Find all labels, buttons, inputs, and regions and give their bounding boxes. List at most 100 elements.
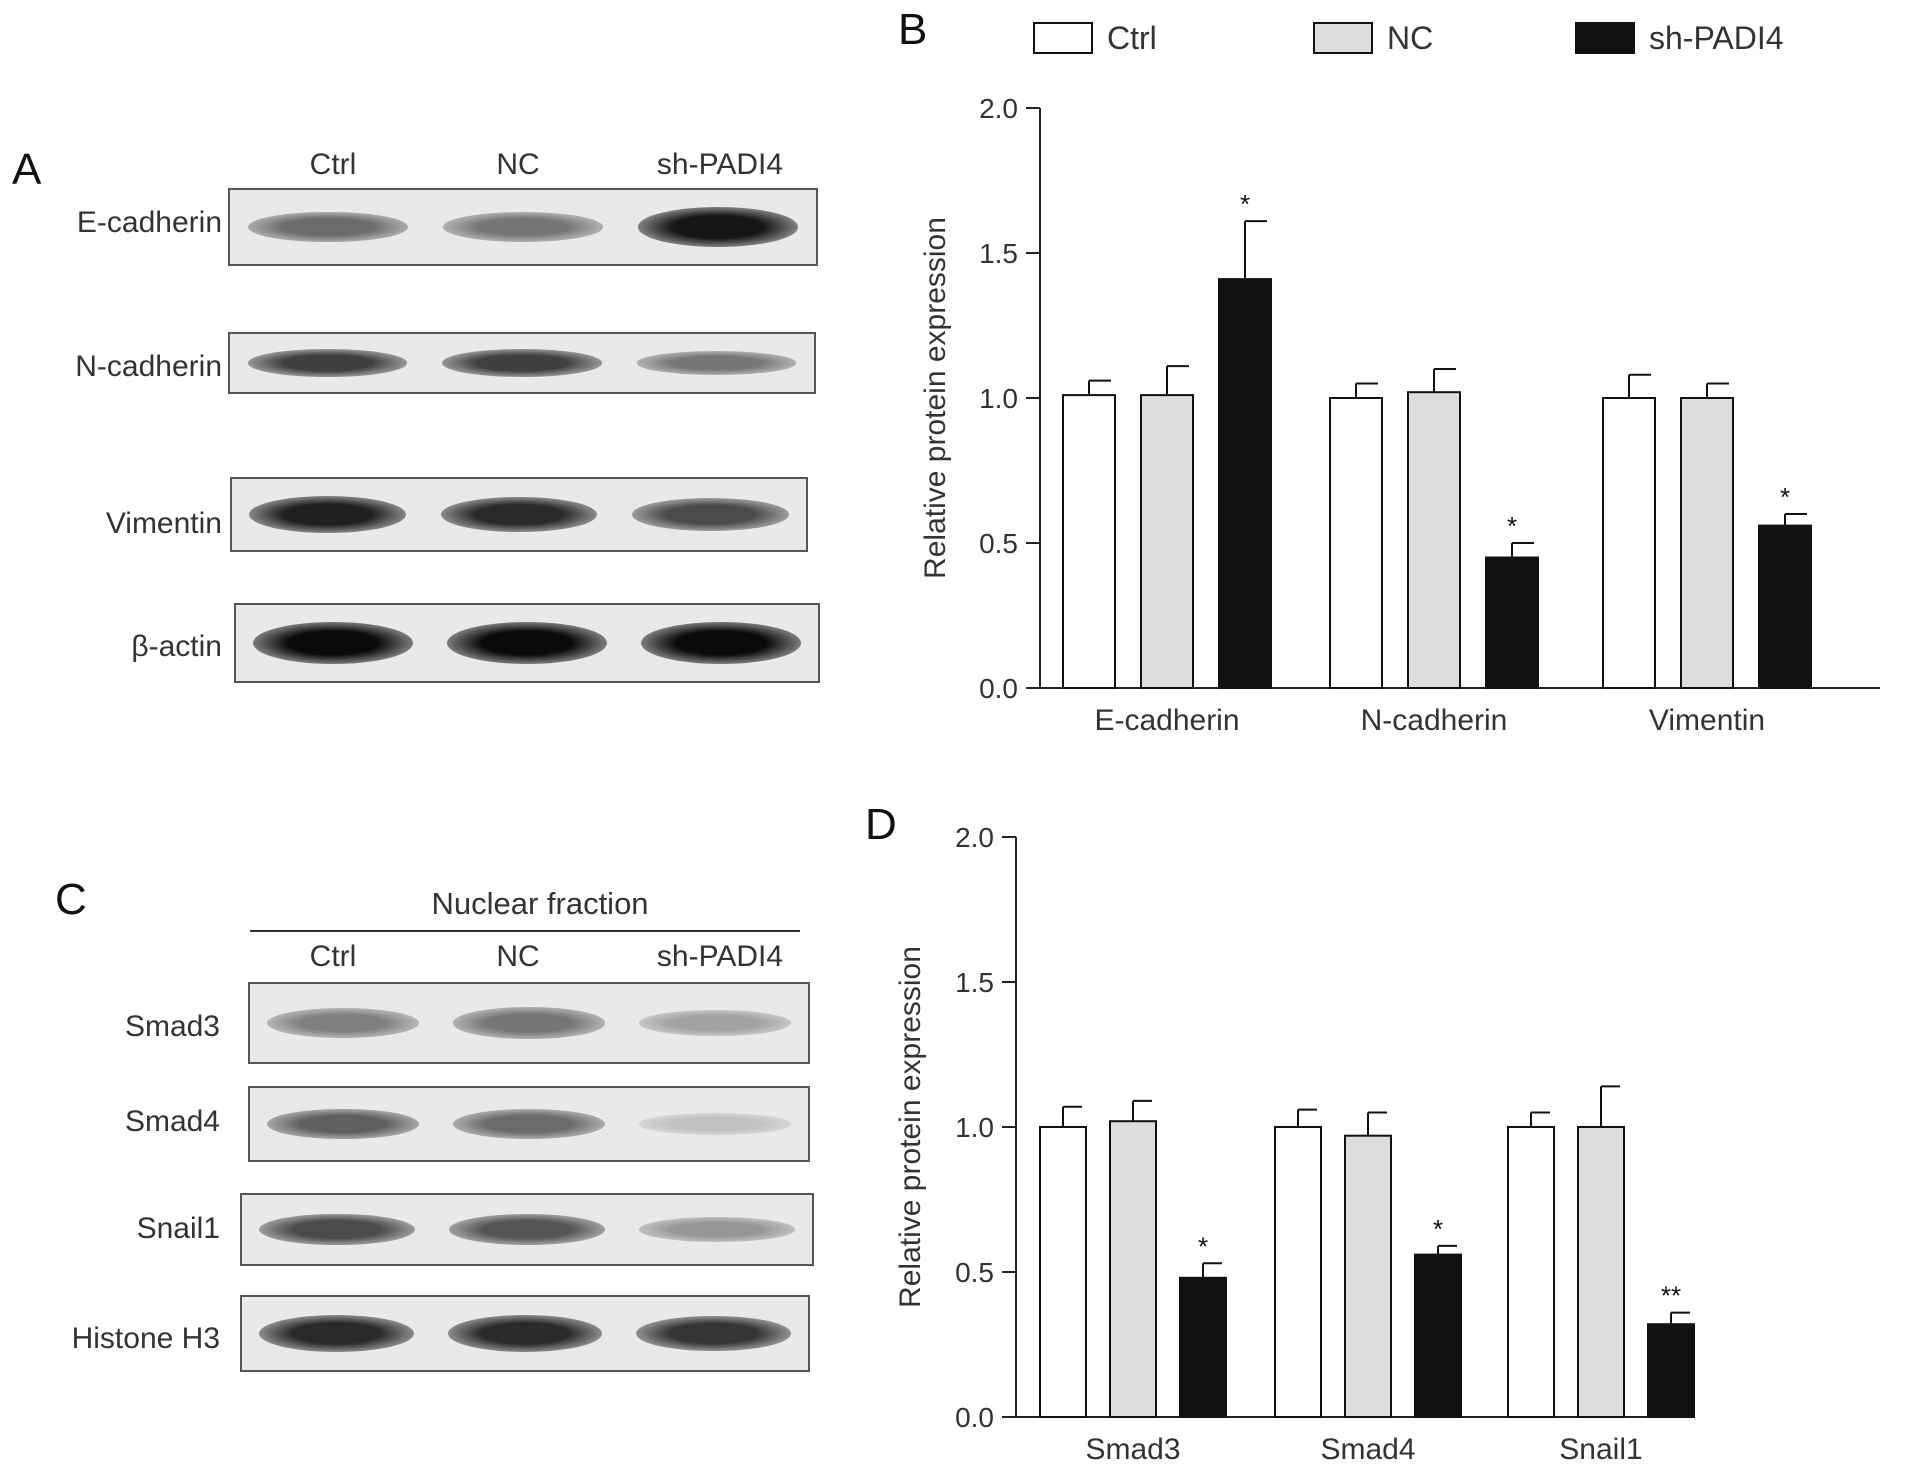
legend-item-ctrl: Ctrl — [1033, 20, 1157, 56]
y-tick-label: 0.0 — [979, 673, 1018, 704]
blot-strip-smad3 — [248, 982, 810, 1064]
bar — [1414, 1253, 1462, 1418]
blot-band — [452, 1007, 606, 1039]
significance-label: * — [1507, 511, 1517, 541]
legend-swatch-sh-padi4 — [1575, 22, 1635, 54]
bar — [1507, 1126, 1555, 1418]
blot-label-vimentin: Vimentin — [105, 507, 222, 540]
y-tick-label: 1.0 — [955, 1112, 994, 1143]
blot-band — [447, 622, 607, 664]
significance-label: * — [1240, 189, 1250, 219]
bar — [1485, 556, 1539, 689]
significance-label: * — [1433, 1214, 1443, 1244]
bar — [1758, 524, 1812, 689]
blot-strip-vimentin — [230, 477, 808, 552]
bar — [1140, 394, 1194, 689]
blot-band — [247, 349, 408, 377]
y-tick-label: 0.5 — [955, 1257, 994, 1288]
y-axis-title: Relative protein expression — [894, 946, 927, 1308]
x-tick-label: E-cadherin — [1094, 704, 1239, 737]
legend-swatch-nc — [1313, 22, 1373, 54]
legend-item-nc: NC — [1313, 20, 1433, 56]
blot-band — [266, 1108, 420, 1140]
panel-letter-d: D — [865, 800, 897, 849]
bar — [1680, 397, 1734, 689]
y-tick-label: 2.0 — [979, 93, 1018, 124]
blot-band — [638, 1113, 792, 1135]
significance-label: ** — [1661, 1281, 1681, 1311]
blot-band — [440, 496, 598, 533]
blot-band — [636, 351, 797, 375]
legend-item-sh-padi4: sh-PADI4 — [1575, 20, 1784, 56]
blot-band — [638, 207, 799, 247]
blot-band — [442, 212, 604, 242]
blot-band — [247, 211, 408, 243]
blot-strip-beta-actin — [234, 603, 820, 683]
blot-label-histone-h3: Histone H3 — [71, 1322, 220, 1355]
nuclear-fraction-header: Nuclear fraction — [431, 886, 649, 921]
blot-strip-n-cadherin — [228, 332, 816, 394]
blot-strip-smad4 — [248, 1086, 810, 1162]
blot-band — [259, 1213, 415, 1246]
panel-letter-c: C — [55, 875, 87, 924]
blot-band — [253, 622, 413, 664]
blot-strip-e-cadherin — [228, 188, 818, 266]
legend-label-sh-padi4: sh-PADI4 — [1649, 19, 1784, 56]
y-tick-label: 0.0 — [955, 1402, 994, 1433]
bar — [1344, 1134, 1392, 1418]
lane-label-sh-padi4: sh-PADI4 — [656, 148, 784, 181]
bar — [1062, 394, 1116, 689]
legend-label-ctrl: Ctrl — [1107, 19, 1157, 56]
y-tick-label: 1.5 — [955, 967, 994, 998]
blot-label-smad3: Smad3 — [124, 1010, 220, 1043]
bar — [1407, 391, 1461, 689]
blot-band — [639, 1217, 795, 1242]
x-tick-label: Snail1 — [1559, 1433, 1642, 1466]
legend-swatch-ctrl — [1033, 22, 1093, 54]
blot-band — [249, 496, 407, 533]
bar — [1329, 397, 1383, 689]
x-tick-label: Smad4 — [1320, 1433, 1415, 1466]
significance-label: * — [1198, 1231, 1208, 1261]
bar — [1179, 1276, 1227, 1418]
blot-label-beta-actin: β-actin — [131, 630, 222, 663]
blot-label-smad4: Smad4 — [124, 1105, 220, 1138]
x-tick-label: N-cadherin — [1361, 704, 1508, 737]
blot-label-snail1: Snail1 — [136, 1212, 220, 1245]
blot-label-e-cadherin: E-cadherin — [76, 206, 222, 239]
bar — [1109, 1120, 1157, 1418]
y-axis-title: Relative protein expression — [919, 217, 952, 579]
bar — [1039, 1126, 1087, 1418]
bar — [1602, 397, 1656, 689]
blot-band — [636, 1315, 792, 1352]
bar — [1218, 278, 1272, 689]
x-tick-label: Vimentin — [1649, 704, 1765, 737]
blot-band — [258, 1315, 414, 1352]
y-tick-label: 0.5 — [979, 528, 1018, 559]
lane-label-nc: NC — [496, 148, 540, 181]
bar — [1577, 1126, 1625, 1418]
nuclear-fraction-line — [250, 930, 800, 932]
legend-label-nc: NC — [1387, 19, 1434, 56]
chart-panel-b: 0.0 0.5 1.0 1.5 2.0 Relative protein expressi… — [919, 93, 1880, 737]
blot-band — [641, 622, 801, 664]
blot-band — [638, 1009, 792, 1037]
blot-label-n-cadherin: N-cadherin — [75, 350, 222, 383]
significance-label: * — [1780, 482, 1790, 512]
blot-band — [452, 1109, 606, 1139]
blot-band — [449, 1214, 605, 1245]
y-tick-label: 1.5 — [979, 238, 1018, 269]
lane-label-ctrl: Ctrl — [309, 940, 357, 973]
lane-label-ctrl: Ctrl — [309, 148, 357, 181]
blot-strip-histone-h3 — [240, 1295, 810, 1372]
chart-panel-d: 0.0 0.5 1.0 1.5 2.0 Relative protein expressi… — [894, 822, 1695, 1466]
blot-band — [631, 498, 789, 531]
lane-label-sh-padi4: sh-PADI4 — [656, 940, 784, 973]
lane-label-nc: NC — [496, 940, 540, 973]
blot-band — [266, 1007, 420, 1038]
panel-letter-b: B — [898, 5, 928, 54]
x-tick-label: Smad3 — [1085, 1433, 1180, 1466]
bar — [1274, 1126, 1322, 1418]
panel-letter-a: A — [12, 145, 42, 194]
blot-strip-snail1 — [240, 1193, 814, 1266]
